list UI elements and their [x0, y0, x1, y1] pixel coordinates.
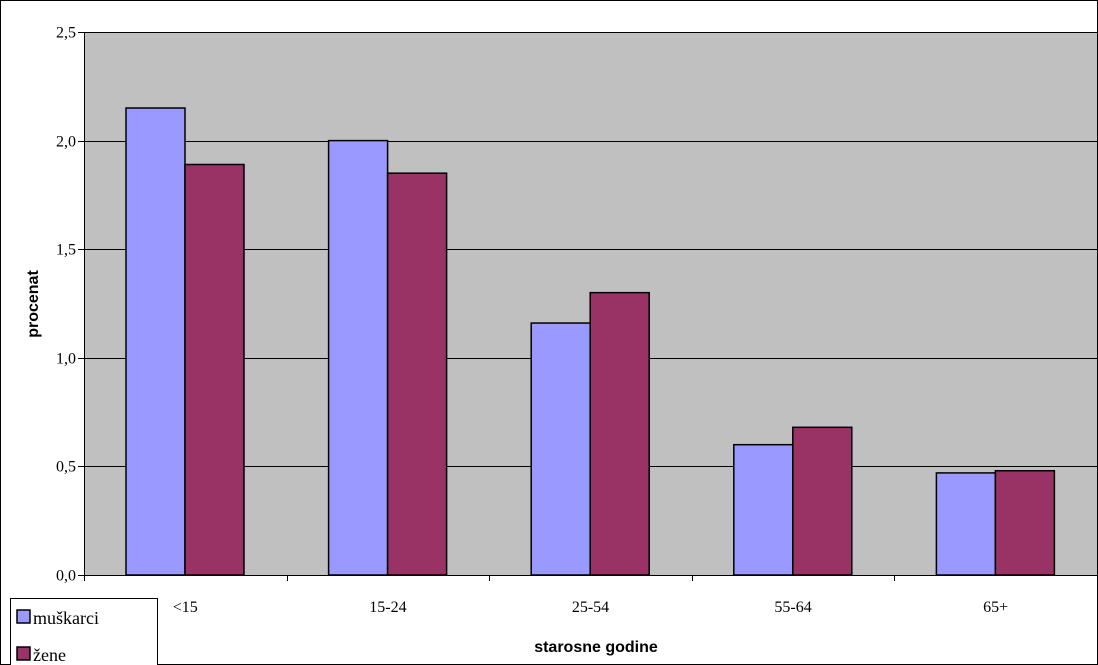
x-tick-labels: <15 15-24 25-54 55-64 65+: [173, 599, 1008, 616]
y-tick-label: 0,0: [56, 568, 76, 585]
x-tick-label: 55-64: [774, 599, 811, 616]
axes: [78, 32, 1098, 581]
y-tick-label: 2,5: [56, 25, 76, 42]
x-axis-title: starosne godine: [534, 639, 658, 656]
bar-muskarci-0: [125, 107, 186, 576]
legend-label-muskarci: muškarci: [33, 608, 99, 628]
y-axis-title: procenat: [25, 270, 42, 338]
legend-swatch-zene: [16, 646, 31, 661]
bar-zene-2: [589, 291, 650, 576]
bar-zene-0: [184, 163, 245, 576]
y-tick-labels: 0,0 0,5 1,0 1,5 2,0 2,5: [56, 25, 76, 585]
y-tick-label: 1,5: [56, 242, 76, 259]
y-tick-label: 0,5: [56, 459, 76, 476]
x-tick-label: 65+: [983, 599, 1008, 616]
legend-box: [10, 598, 158, 665]
bars: [125, 107, 1056, 576]
x-tick-label: 15-24: [369, 599, 406, 616]
bar-muskarci-3: [733, 443, 794, 576]
bar-zene-3: [792, 426, 853, 576]
bar-muskarci-4: [935, 472, 997, 576]
bar-zene-4: [994, 469, 1056, 576]
x-tick-label: 25-54: [572, 599, 609, 616]
legend-swatch-muskarci: [16, 609, 31, 624]
bar-muskarci-1: [327, 139, 389, 576]
legend-label-zene: žene: [33, 645, 66, 665]
y-tick-label: 2,0: [56, 134, 76, 151]
bar-zene-1: [386, 172, 448, 576]
x-tick-label: <15: [173, 599, 198, 616]
y-tick-label: 1,0: [56, 351, 76, 368]
legend: muškarci žene: [10, 598, 158, 665]
bar-muskarci-2: [530, 322, 591, 576]
